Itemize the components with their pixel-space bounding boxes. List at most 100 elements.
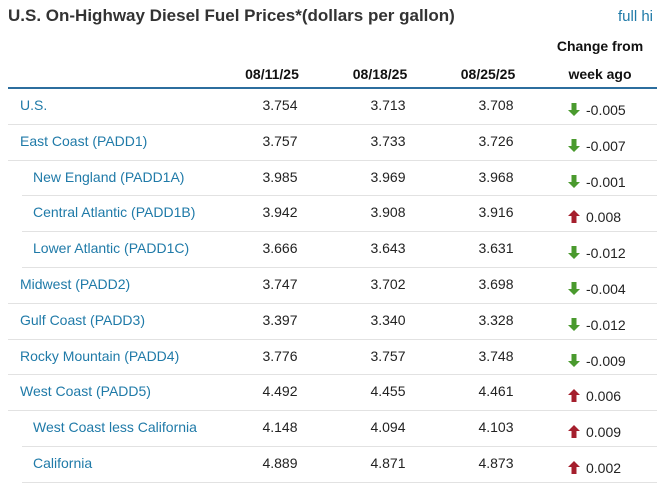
region-link[interactable]: Central Atlantic (PADD1B): [33, 204, 196, 221]
price-cell: 3.908: [370, 204, 406, 221]
table-row: West Coast less California 4.148 4.094 4.10…: [8, 411, 657, 447]
row-divider: [22, 195, 657, 197]
table-row: Rocky Mountain (PADD4) 3.776 3.757 3.748 -0.…: [8, 340, 657, 376]
price-cell: 4.103: [478, 419, 514, 436]
region-link[interactable]: Lower Atlantic (PADD1C): [33, 240, 190, 257]
change-value: -0.001: [586, 173, 626, 190]
price-cell: 3.631: [478, 240, 514, 257]
change-cell: 0.002: [568, 452, 621, 485]
row-divider: [8, 302, 657, 304]
change-cell: -0.007: [568, 130, 626, 163]
price-cell: 3.776: [262, 347, 298, 364]
region-link[interactable]: West Coast (PADD5): [20, 383, 151, 400]
price-cell: 3.968: [478, 168, 514, 185]
price-cell: 4.873: [478, 454, 514, 471]
table-row: Lower Atlantic (PADD1C) 3.666 3.643 3.631 -0…: [8, 232, 657, 268]
change-cell: -0.009: [568, 345, 626, 378]
header-divider: [8, 87, 657, 89]
change-cell: -0.001: [568, 166, 626, 199]
region-link[interactable]: New England (PADD1A): [33, 168, 185, 185]
price-cell: 3.942: [262, 204, 298, 221]
change-value: -0.004: [586, 280, 626, 297]
price-cell: 3.747: [262, 275, 298, 292]
price-cell: 3.733: [370, 132, 406, 149]
region-link[interactable]: Gulf Coast (PADD3): [20, 311, 145, 328]
price-cell: 3.748: [478, 347, 514, 364]
column-header-change: Change from week ago: [546, 32, 654, 88]
region-link[interactable]: Midwest (PADD2): [20, 275, 131, 292]
arrow-down-icon: [568, 138, 580, 152]
price-cell: 3.708: [478, 97, 514, 113]
change-cell: 0.009: [568, 416, 621, 449]
arrow-down-icon: [568, 281, 580, 295]
price-cell: 3.702: [370, 275, 406, 292]
arrow-up-icon: [568, 425, 580, 439]
arrow-down-icon: [568, 246, 580, 260]
change-header-line-1: Change from: [556, 38, 644, 54]
table-row: New England (PADD1A) 3.985 3.969 3.968 -0.00…: [8, 161, 657, 197]
change-cell: -0.012: [568, 237, 626, 270]
price-cell: 3.397: [262, 311, 298, 328]
change-value: -0.012: [586, 316, 626, 333]
price-cell: 3.698: [478, 275, 514, 292]
change-cell: -0.005: [568, 94, 626, 127]
change-value: -0.005: [586, 102, 626, 118]
row-divider: [8, 123, 657, 125]
region-link[interactable]: East Coast (PADD1): [20, 132, 148, 149]
change-header-line-2: week ago: [568, 66, 632, 82]
price-cell: 3.328: [478, 311, 514, 328]
change-cell: 0.006: [568, 380, 621, 413]
table-row: East Coast (PADD1) 3.757 3.733 3.726 -0.007: [8, 125, 657, 161]
price-cell: 3.916: [478, 204, 514, 221]
price-cell: 3.713: [370, 97, 406, 113]
change-value: 0.008: [586, 209, 622, 226]
price-cell: 4.871: [370, 454, 406, 471]
price-cell: 3.985: [262, 168, 298, 185]
arrow-up-icon: [568, 210, 580, 224]
change-value: -0.009: [586, 352, 626, 369]
price-cell: 3.757: [262, 132, 298, 149]
full-history-link[interactable]: full hi: [618, 8, 654, 25]
arrow-up-icon: [568, 460, 580, 474]
price-cell: 4.094: [370, 419, 406, 436]
price-cell: 3.969: [370, 168, 406, 185]
price-cell: 4.492: [262, 383, 298, 400]
region-link[interactable]: Rocky Mountain (PADD4): [20, 347, 180, 364]
price-cell: 3.666: [262, 240, 298, 257]
price-cell: 3.643: [370, 240, 406, 257]
price-cell: 3.340: [370, 311, 406, 328]
arrow-up-icon: [568, 389, 580, 403]
price-cell: 3.754: [262, 97, 298, 113]
change-value: 0.002: [586, 459, 622, 476]
arrow-down-icon: [568, 353, 580, 367]
row-divider: [22, 481, 657, 483]
table-row: West Coast (PADD5) 4.492 4.455 4.461 0.006: [8, 375, 657, 413]
arrow-down-icon: [568, 174, 580, 188]
price-cell: 4.148: [262, 419, 298, 436]
price-cell: 3.757: [370, 347, 406, 364]
row-divider: [8, 159, 657, 161]
table-row: California 4.889 4.871 4.873 0.002: [8, 447, 657, 483]
price-cell: 4.461: [478, 383, 514, 400]
region-link[interactable]: California: [33, 454, 93, 471]
row-divider: [8, 374, 657, 376]
row-divider: [8, 410, 657, 412]
table-row: Central Atlantic (PADD1B) 3.942 3.908 3.916…: [8, 196, 657, 233]
row-divider: [22, 231, 657, 233]
table-row: U.S. 3.754 3.713 3.708 -0.005: [8, 89, 657, 125]
price-cell: 3.726: [478, 132, 514, 149]
change-cell: -0.004: [568, 273, 626, 306]
change-value: 0.006: [586, 388, 622, 405]
region-link[interactable]: West Coast less California: [33, 419, 197, 436]
table-row: Gulf Coast (PADD3) 3.397 3.340 3.328 -0.012: [8, 304, 657, 340]
table-row: Midwest (PADD2) 3.747 3.702 3.698 -0.004: [8, 268, 657, 304]
row-divider: [22, 445, 657, 447]
change-value: 0.009: [586, 424, 622, 441]
region-link[interactable]: U.S.: [20, 97, 48, 113]
row-divider: [8, 338, 657, 340]
column-header-date-1: 08/11/25: [245, 66, 299, 82]
row-divider: [22, 266, 657, 268]
price-cell: 4.455: [370, 383, 406, 400]
price-cell: 4.889: [262, 454, 298, 471]
price-table-body: U.S. 3.754 3.713 3.708 -0.005 East Coast (PAD…: [8, 89, 657, 483]
